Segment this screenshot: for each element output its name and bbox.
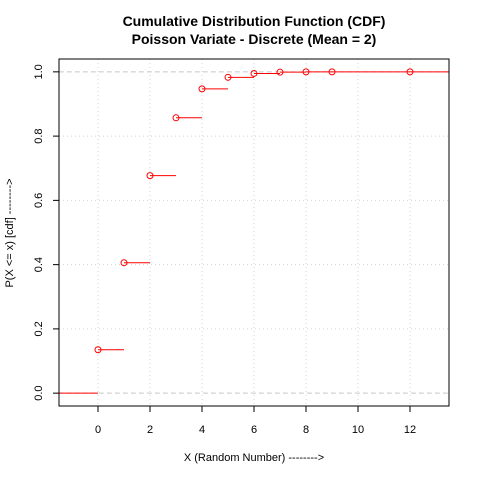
data-point <box>276 68 284 76</box>
data-point <box>224 73 232 81</box>
data-point <box>172 114 180 122</box>
y-tick-label: 0.6 <box>33 193 45 208</box>
x-tick-label: 10 <box>352 424 364 436</box>
x-tick-label: 0 <box>95 424 101 436</box>
x-tick-label: 8 <box>303 424 309 436</box>
data-point <box>94 346 102 354</box>
x-axis-label: X (Random Number) --------> <box>184 452 324 464</box>
data-point <box>302 68 310 76</box>
y-axis: 0.0 0.2 0.4 0.6 0.8 1.0 <box>33 64 59 401</box>
data-point <box>250 69 258 77</box>
y-axis-label: P(X <= x) [cdf] --------> <box>4 178 16 287</box>
y-tick-label: 0.0 <box>33 385 45 400</box>
reference-lines <box>59 71 449 394</box>
x-tick-label: 12 <box>404 424 416 436</box>
data-series <box>59 68 449 394</box>
x-tick-label: 4 <box>199 424 205 436</box>
data-point <box>198 85 206 93</box>
data-point <box>328 68 336 76</box>
data-point <box>146 172 154 180</box>
y-tick-label: 1.0 <box>33 64 45 79</box>
grid-lines <box>59 59 449 406</box>
x-tick-label: 2 <box>147 424 153 436</box>
x-tick-label: 6 <box>251 424 257 436</box>
data-point <box>406 68 414 76</box>
chart-title: Cumulative Distribution Function (CDF) <box>123 13 386 29</box>
chart-subtitle: Poisson Variate - Discrete (Mean = 2) <box>132 31 377 47</box>
y-tick-label: 0.2 <box>33 321 45 336</box>
data-point <box>120 259 128 267</box>
x-axis: 0 2 4 6 8 10 12 <box>95 406 416 436</box>
y-tick-label: 0.4 <box>33 257 45 272</box>
y-tick-label: 0.8 <box>33 128 45 143</box>
